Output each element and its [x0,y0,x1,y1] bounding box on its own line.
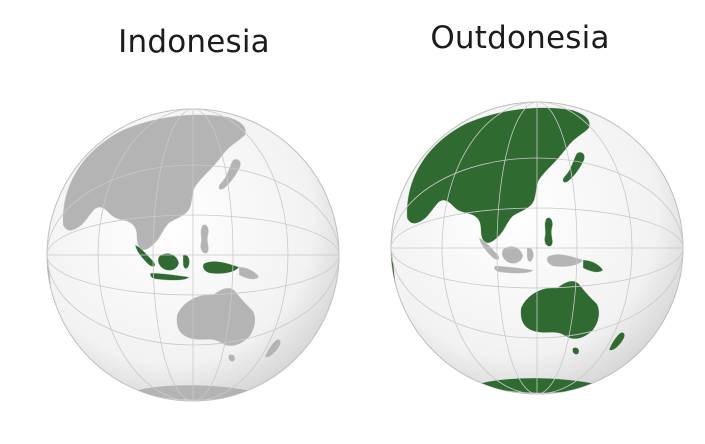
land-philippines [199,224,210,254]
land-madagascar [403,332,411,347]
panel-indonesia: Indonesia [0,0,352,444]
panel-outdonesia: Outdonesia [352,0,704,444]
panel-title: Outdonesia [430,20,610,56]
land-madagascar [59,339,67,354]
globe-indonesia-map [46,108,340,402]
globe-outdonesia-map [390,101,684,395]
graticule [47,109,339,401]
panel-title: Indonesia [118,24,270,60]
graticule [391,102,683,394]
land-philippines [543,217,554,247]
